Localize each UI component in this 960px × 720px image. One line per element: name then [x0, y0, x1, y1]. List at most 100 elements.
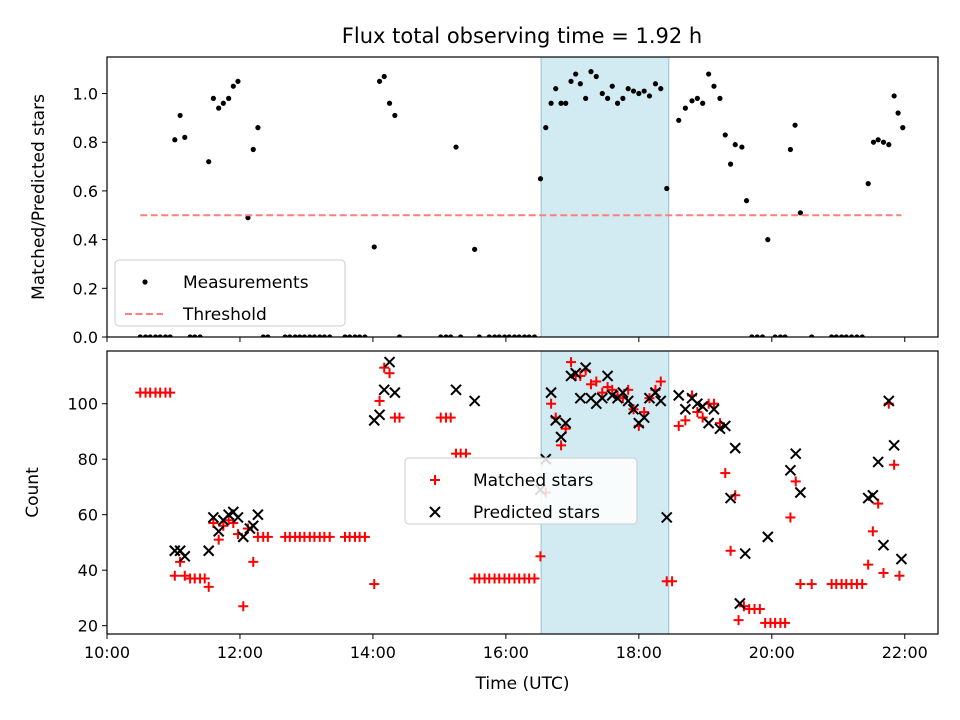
data-point	[680, 415, 691, 426]
data-point	[609, 83, 615, 89]
data-point	[894, 570, 905, 581]
data-point	[857, 579, 868, 590]
data-point	[596, 392, 608, 404]
data-point	[870, 139, 877, 145]
data-point	[873, 498, 884, 509]
data-point	[394, 412, 405, 423]
legend-box	[114, 259, 346, 327]
y-tick-label: 0.2	[73, 279, 98, 298]
series-0	[137, 69, 906, 337]
data-point	[719, 420, 731, 432]
data-point	[785, 512, 796, 523]
data-point	[708, 398, 719, 409]
data-point	[664, 185, 670, 192]
data-point	[396, 334, 403, 337]
data-point	[232, 511, 244, 524]
y-axis-label: Count	[23, 467, 43, 518]
legend-label: Measurements	[183, 273, 309, 293]
data-point	[529, 573, 540, 584]
data-point	[614, 100, 621, 106]
data-point	[327, 334, 333, 337]
data-point	[569, 367, 582, 379]
data-point	[863, 559, 874, 570]
data-point	[491, 334, 498, 337]
data-point	[772, 334, 778, 337]
data-point	[496, 334, 502, 337]
data-point	[639, 407, 650, 418]
data-point	[655, 376, 666, 387]
data-point	[182, 134, 188, 140]
data-point	[829, 334, 835, 337]
data-point	[743, 198, 750, 204]
data-point	[848, 334, 855, 337]
data-point	[226, 95, 232, 101]
data-point	[167, 334, 173, 337]
data-point	[702, 417, 715, 429]
data-point	[359, 531, 370, 542]
data-point	[765, 237, 771, 243]
data-point	[667, 576, 678, 587]
data-point	[378, 384, 390, 396]
data-point	[673, 420, 684, 431]
data-point	[282, 334, 288, 337]
data-point	[655, 395, 667, 407]
data-point	[197, 334, 203, 337]
x-tick-label: 18:00	[616, 643, 662, 662]
legend: Measurements Threshold	[114, 259, 346, 327]
x-tick-label: 14:00	[350, 643, 396, 662]
data-point	[694, 95, 700, 101]
data-point	[722, 132, 728, 138]
data-point	[617, 386, 629, 399]
data-point	[599, 90, 605, 97]
data-point	[809, 334, 815, 337]
data-point	[784, 464, 797, 477]
data-point	[352, 334, 358, 337]
data-point	[218, 520, 229, 531]
data-point	[147, 334, 153, 337]
data-point	[169, 545, 181, 557]
data-point	[265, 334, 271, 337]
data-point	[458, 334, 464, 337]
data-point	[460, 448, 471, 459]
data-point	[591, 376, 602, 387]
data-point	[604, 95, 611, 101]
data-point	[438, 334, 444, 337]
data-point	[588, 69, 594, 75]
data-point	[865, 181, 871, 187]
data-point	[749, 334, 755, 337]
data-point	[833, 334, 839, 337]
data-point	[652, 81, 659, 87]
data-point	[859, 334, 865, 337]
data-point	[392, 112, 398, 119]
data-point	[362, 334, 368, 337]
data-point	[468, 395, 481, 407]
data-point	[371, 244, 377, 250]
y-tick-label: 40	[78, 561, 98, 580]
data-point	[250, 146, 256, 153]
data-point	[501, 334, 508, 337]
data-point	[792, 122, 798, 128]
data-point	[739, 144, 745, 150]
data-point	[708, 403, 720, 415]
data-point	[577, 81, 583, 87]
data-point	[486, 334, 492, 337]
data-point	[260, 334, 266, 337]
data-point	[152, 334, 159, 337]
data-point	[888, 439, 900, 452]
x-tick-label: 20:00	[749, 643, 795, 662]
legend: Matched stars Predicted stars	[404, 457, 638, 525]
data-point	[843, 334, 849, 337]
data-point	[511, 334, 518, 337]
data-point	[172, 137, 178, 143]
data-point	[292, 334, 298, 337]
data-point	[383, 356, 396, 368]
y-tick-label: 20	[78, 617, 98, 636]
data-point	[573, 71, 579, 77]
data-point	[192, 334, 198, 337]
data-point	[548, 100, 554, 106]
series-layer	[135, 356, 908, 628]
data-point	[169, 570, 180, 581]
data-point	[162, 334, 169, 337]
data-point	[252, 508, 264, 521]
data-point	[638, 411, 650, 424]
